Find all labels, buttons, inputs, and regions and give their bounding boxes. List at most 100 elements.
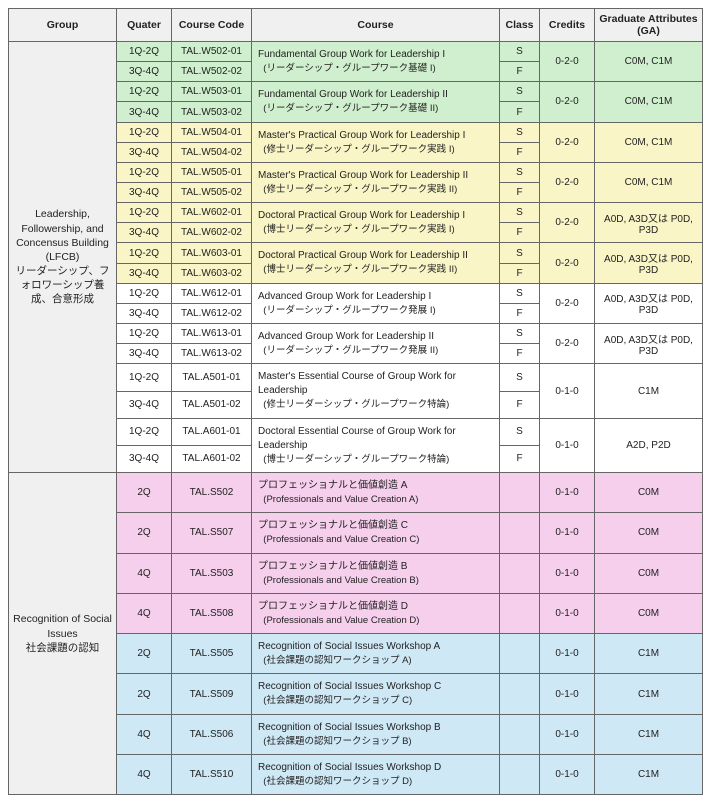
code-cell: TAL.S509 — [172, 674, 252, 714]
class-cell — [500, 553, 540, 593]
course-en: Doctoral Practical Group Work for Leader… — [258, 209, 493, 223]
class-cell: S — [500, 82, 540, 102]
class-cell: F — [500, 183, 540, 203]
code-cell: TAL.W504-02 — [172, 142, 252, 162]
course-cell: プロフェッショナルと価値創造 C (Professionals and Valu… — [252, 513, 500, 553]
class-cell: S — [500, 122, 540, 142]
quater-cell: 1Q-2Q — [117, 324, 172, 344]
course-cell: Master's Essential Course of Group Work … — [252, 364, 500, 418]
quater-cell: 1Q-2Q — [117, 243, 172, 263]
code-cell: TAL.W505-02 — [172, 183, 252, 203]
ga-cell: C0M, C1M — [595, 42, 703, 82]
code-cell: TAL.A601-02 — [172, 445, 252, 472]
group-label-en: Recognition of Social Issues — [13, 612, 112, 640]
course-jp: (社会課題の認知ワークショップ A) — [258, 654, 493, 667]
class-cell: F — [500, 445, 540, 472]
course-cell: Master's Practical Group Work for Leader… — [252, 122, 500, 162]
quater-cell: 1Q-2Q — [117, 82, 172, 102]
ga-cell: A0D, A3D又は P0D, P3D — [595, 283, 703, 323]
course-jp: (リーダーシップ・グループワーク基礎 I) — [258, 62, 493, 75]
header-code: Course Code — [172, 9, 252, 42]
code-cell: TAL.W503-01 — [172, 82, 252, 102]
course-en: Master's Essential Course of Group Work … — [258, 370, 493, 398]
code-cell: TAL.W505-01 — [172, 162, 252, 182]
ga-cell: C0M, C1M — [595, 122, 703, 162]
code-cell: TAL.W603-01 — [172, 243, 252, 263]
quater-cell: 3Q-4Q — [117, 263, 172, 283]
group-label-jp: リーダーシップ、フォロワーシップ養成、合意形成 — [13, 264, 112, 307]
credits-cell: 0-2-0 — [540, 203, 595, 243]
quater-cell: 3Q-4Q — [117, 102, 172, 122]
header-ga: Graduate Attributes (GA) — [595, 9, 703, 42]
class-cell: F — [500, 62, 540, 82]
course-en: プロフェッショナルと価値創造 A — [258, 479, 493, 493]
course-cell: プロフェッショナルと価値創造 A (Professionals and Valu… — [252, 472, 500, 512]
quater-cell: 3Q-4Q — [117, 62, 172, 82]
course-table: Group Quater Course Code Course Class Cr… — [8, 8, 703, 795]
quater-cell: 3Q-4Q — [117, 223, 172, 243]
quater-cell: 3Q-4Q — [117, 391, 172, 418]
credits-cell: 0-2-0 — [540, 283, 595, 323]
code-cell: TAL.S508 — [172, 593, 252, 633]
credits-cell: 0-1-0 — [540, 364, 595, 418]
course-en: Recognition of Social Issues Workshop B — [258, 721, 493, 735]
ga-cell: A0D, A3D又は P0D, P3D — [595, 203, 703, 243]
class-cell: S — [500, 283, 540, 303]
quater-cell: 4Q — [117, 553, 172, 593]
class-cell — [500, 593, 540, 633]
header-credits: Credits — [540, 9, 595, 42]
ga-cell: C1M — [595, 755, 703, 795]
group-cell: Recognition of Social Issues社会課題の認知 — [9, 472, 117, 794]
course-jp: (Professionals and Value Creation C) — [258, 533, 493, 546]
code-cell: TAL.S502 — [172, 472, 252, 512]
quater-cell: 2Q — [117, 513, 172, 553]
code-cell: TAL.W504-01 — [172, 122, 252, 142]
course-cell: Recognition of Social Issues Workshop D … — [252, 755, 500, 795]
course-en: Master's Practical Group Work for Leader… — [258, 129, 493, 143]
class-cell: S — [500, 418, 540, 445]
code-cell: TAL.A601-01 — [172, 418, 252, 445]
group-cell: Leadership, Followership, and Concensus … — [9, 42, 117, 473]
credits-cell: 0-1-0 — [540, 513, 595, 553]
course-cell: Doctoral Practical Group Work for Leader… — [252, 203, 500, 243]
credits-cell: 0-2-0 — [540, 324, 595, 364]
code-cell: TAL.S506 — [172, 714, 252, 754]
class-cell — [500, 755, 540, 795]
course-jp: (Professionals and Value Creation B) — [258, 574, 493, 587]
credits-cell: 0-2-0 — [540, 82, 595, 122]
class-cell: S — [500, 364, 540, 391]
course-en: Recognition of Social Issues Workshop D — [258, 761, 493, 775]
quater-cell: 2Q — [117, 634, 172, 674]
course-jp: (修士リーダーシップ・グループワーク特論) — [258, 398, 493, 411]
code-cell: TAL.W502-01 — [172, 42, 252, 62]
class-cell — [500, 674, 540, 714]
ga-cell: C0M, C1M — [595, 162, 703, 202]
ga-cell: A0D, A3D又は P0D, P3D — [595, 324, 703, 364]
credits-cell: 0-1-0 — [540, 418, 595, 472]
header-row: Group Quater Course Code Course Class Cr… — [9, 9, 703, 42]
ga-cell: C1M — [595, 674, 703, 714]
course-en: Recognition of Social Issues Workshop C — [258, 680, 493, 694]
course-cell: Advanced Group Work for Leadership II (リ… — [252, 324, 500, 364]
class-cell: F — [500, 142, 540, 162]
ga-cell: C1M — [595, 364, 703, 418]
class-cell: S — [500, 324, 540, 344]
code-cell: TAL.S505 — [172, 634, 252, 674]
class-cell — [500, 634, 540, 674]
quater-cell: 4Q — [117, 593, 172, 633]
code-cell: TAL.W502-02 — [172, 62, 252, 82]
course-jp: (Professionals and Value Creation D) — [258, 614, 493, 627]
code-cell: TAL.W503-02 — [172, 102, 252, 122]
ga-cell: C1M — [595, 634, 703, 674]
course-en: プロフェッショナルと価値創造 B — [258, 560, 493, 574]
course-en: Master's Practical Group Work for Leader… — [258, 169, 493, 183]
quater-cell: 1Q-2Q — [117, 364, 172, 391]
class-cell: F — [500, 102, 540, 122]
course-en: Advanced Group Work for Leadership I — [258, 290, 493, 304]
course-jp: (博士リーダーシップ・グループワーク実践 II) — [258, 263, 493, 276]
course-en: Recognition of Social Issues Workshop A — [258, 640, 493, 654]
credits-cell: 0-1-0 — [540, 714, 595, 754]
course-jp: (リーダーシップ・グループワーク発展 I) — [258, 304, 493, 317]
ga-cell: C1M — [595, 714, 703, 754]
ga-cell: C0M — [595, 553, 703, 593]
